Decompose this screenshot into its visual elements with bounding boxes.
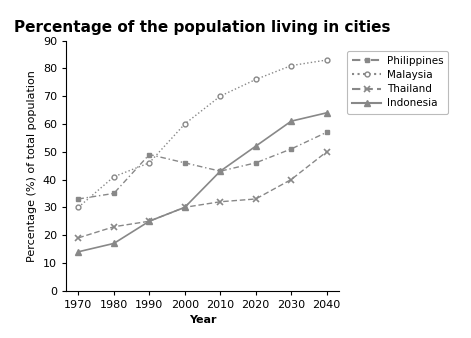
Thailand	[75, 236, 81, 240]
Y-axis label: Percentage (%) of total population: Percentage (%) of total population	[27, 70, 37, 262]
Indonesia	[75, 250, 81, 254]
Malaysia	[253, 77, 259, 81]
Thailand	[253, 197, 259, 201]
Thailand	[182, 205, 187, 209]
Malaysia	[218, 94, 223, 98]
Philippines	[218, 169, 223, 173]
Philippines	[146, 152, 152, 156]
Malaysia	[75, 205, 81, 209]
Indonesia	[324, 111, 330, 115]
Indonesia	[146, 219, 152, 223]
X-axis label: Year: Year	[189, 315, 216, 325]
Indonesia	[288, 119, 294, 123]
Thailand	[111, 225, 117, 229]
Philippines	[75, 197, 81, 201]
Line: Indonesia: Indonesia	[75, 110, 330, 255]
Thailand	[324, 150, 330, 154]
Indonesia	[111, 241, 117, 245]
Philippines	[253, 161, 259, 165]
Indonesia	[182, 205, 187, 209]
Malaysia	[288, 64, 294, 68]
Legend: Philippines, Malaysia, Thailand, Indonesia: Philippines, Malaysia, Thailand, Indones…	[347, 51, 448, 114]
Line: Philippines: Philippines	[76, 130, 329, 201]
Thailand	[218, 200, 223, 204]
Thailand	[288, 177, 294, 182]
Malaysia	[324, 58, 330, 62]
Line: Thailand: Thailand	[75, 148, 330, 241]
Malaysia	[182, 122, 187, 126]
Philippines	[182, 161, 187, 165]
Philippines	[111, 191, 117, 195]
Title: Percentage of the population living in cities: Percentage of the population living in c…	[14, 20, 391, 35]
Philippines	[324, 130, 330, 134]
Malaysia	[146, 161, 152, 165]
Malaysia	[111, 175, 117, 179]
Line: Malaysia: Malaysia	[76, 57, 329, 210]
Indonesia	[218, 169, 223, 173]
Thailand	[146, 219, 152, 223]
Philippines	[288, 147, 294, 151]
Indonesia	[253, 144, 259, 148]
